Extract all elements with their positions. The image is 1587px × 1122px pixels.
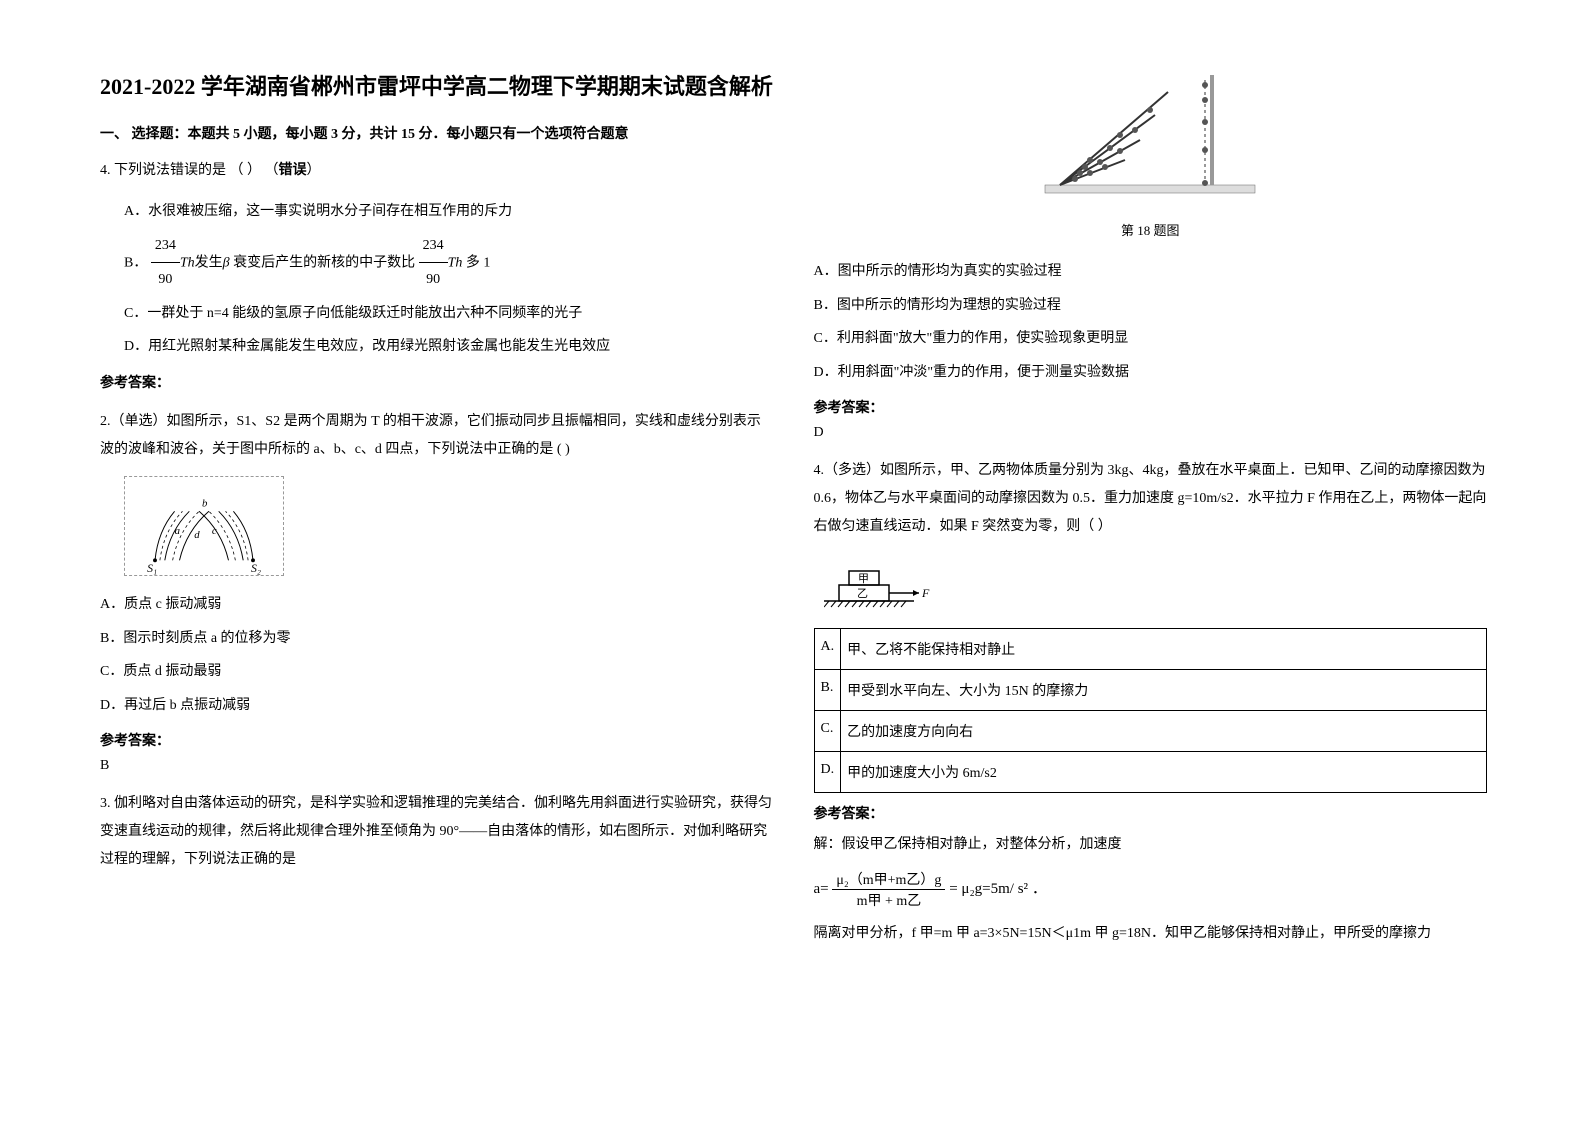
- q3-option-b: B．图中所示的情形均为理想的实验过程: [814, 289, 1488, 323]
- q2-label-s1: S₁: [147, 562, 157, 575]
- q1-answer-label: 参考答案：: [100, 372, 774, 392]
- q4-explain-2: 隔离对甲分析，f 甲=m 甲 a=3×5N=15N＜μ1m 甲 g=18N．知甲…: [814, 920, 1488, 948]
- th-fraction-2: 23490: [419, 229, 448, 297]
- table-row: C. 乙的加速度方向向右: [814, 711, 1487, 752]
- q4-force-label: F: [921, 586, 930, 600]
- exam-title: 2021-2022 学年湖南省郴州市雷坪中学高二物理下学期期末试题含解析: [100, 70, 774, 103]
- q3-figure-caption: 第 18 题图: [814, 220, 1488, 239]
- q1-stem: 4. 下列说法错误的是 （ ） （错误）: [100, 157, 774, 185]
- table-row: B. 甲受到水平向左、大小为 15N 的摩擦力: [814, 670, 1487, 711]
- q1-option-b: B． 23490Th发生β 衰变后产生的新核的中子数比 23490Th 多 1: [124, 229, 774, 297]
- q4-optB-letter: B.: [814, 670, 841, 711]
- q2-label-d: d: [194, 529, 200, 541]
- q4-optA-text: 甲、乙将不能保持相对静止: [841, 629, 1487, 670]
- q3-option-c: C．利用斜面"放大"重力的作用，使实验现象更明显: [814, 322, 1488, 356]
- q2-option-b: B．图示时刻质点 a 的位移为零: [100, 622, 774, 656]
- q2-figure: a b c d S₁ S₂: [124, 476, 284, 576]
- q4-formula-num: μ₂（m甲+m乙）g: [832, 869, 945, 890]
- q4-optC-text: 乙的加速度方向向右: [841, 711, 1487, 752]
- q4-formula-prefix: a=: [814, 881, 829, 897]
- q1-optb-prefix: B．: [124, 255, 147, 270]
- q4-block-bottom-label: 乙: [857, 587, 868, 600]
- q4-optD-text: 甲的加速度大小为 6m/s2: [841, 752, 1487, 793]
- q4-answer-label: 参考答案：: [814, 803, 1488, 823]
- q2-source-1: [153, 558, 157, 562]
- q3-option-d: D．利用斜面"冲淡"重力的作用，便于测量实验数据: [814, 356, 1488, 390]
- q1-optb-suffix: 衰变后产生的新核的中子数比: [233, 255, 419, 270]
- q4-formula-period: ．: [1032, 881, 1047, 897]
- q2-label-a: a: [175, 525, 180, 537]
- q1-option-c: C．一群处于 n=4 能级的氢原子向低能级跃迁时能放出六种不同频率的光子: [124, 297, 774, 331]
- q4-formula-fraction: μ₂（m甲+m乙）g m甲 + m乙: [832, 869, 945, 910]
- q1-optb-main: 发生: [195, 255, 223, 270]
- table-row: D. 甲的加速度大小为 6m/s2: [814, 752, 1487, 793]
- q4-formula-den: m甲 + m乙: [832, 890, 945, 910]
- left-column: 2021-2022 学年湖南省郴州市雷坪中学高二物理下学期期末试题含解析 一、 …: [80, 70, 794, 1082]
- q2-wave-diagram: a b c d S₁ S₂: [125, 477, 283, 575]
- th-fraction-1: 23490: [151, 229, 180, 297]
- q1-stem-text: 4. 下列说法错误的是 （ ）: [100, 163, 261, 178]
- q4-explain-1: 解：假设甲乙保持相对静止，对整体分析，加速度: [814, 831, 1488, 859]
- q2-answer-label: 参考答案：: [100, 730, 774, 750]
- q4-optC-letter: C.: [814, 711, 841, 752]
- q4-options-table: A. 甲、乙将不能保持相对静止 B. 甲受到水平向左、大小为 15N 的摩擦力 …: [814, 628, 1488, 793]
- q4-formula-eq: = μ₂g=5m/ s²: [949, 881, 1028, 897]
- q2-option-d: D．再过后 b 点振动减弱: [100, 689, 774, 723]
- q4-formula: a= μ₂（m甲+m乙）g m甲 + m乙 = μ₂g=5m/ s² ．: [814, 869, 1488, 910]
- q1-optb-end: 多 1: [466, 255, 491, 270]
- q2-option-c: C．质点 d 振动最弱: [100, 655, 774, 689]
- table-row: A. 甲、乙将不能保持相对静止: [814, 629, 1487, 670]
- q4-optB-text: 甲受到水平向左、大小为 15N 的摩擦力: [841, 670, 1487, 711]
- q1-option-d: D．用红光照射某种金属能发生电效应，改用绿光照射该金属也能发生光电效应: [124, 330, 774, 364]
- q3-stem: 3. 伽利略对自由落体运动的研究，是科学实验和逻辑推理的完美结合．伽利略先用斜面…: [100, 790, 774, 874]
- q3-answer-label: 参考答案：: [814, 397, 1488, 417]
- q1-option-a: A．水很难被压缩，这一事实说明水分子间存在相互作用的斥力: [124, 195, 774, 229]
- q2-stem: 2.（单选）如图所示，S1、S2 是两个周期为 T 的相干波源，它们振动同步且振…: [100, 408, 774, 464]
- q3-galileo-figure: [1040, 70, 1260, 210]
- q3-option-a: A．图中所示的情形均为真实的实验过程: [814, 255, 1488, 289]
- q2-answer: B: [100, 758, 774, 774]
- q4-stem: 4.（多选）如图所示，甲、乙两物体质量分别为 3kg、4kg，叠放在水平桌面上．…: [814, 457, 1488, 541]
- q4-block-top-label: 甲: [858, 573, 869, 585]
- q2-label-b: b: [202, 497, 208, 509]
- q4-optD-letter: D.: [814, 752, 841, 793]
- q4-optA-letter: A.: [814, 629, 841, 670]
- q2-source-2: [251, 558, 255, 562]
- q4-blocks-figure: 乙 甲 F: [824, 559, 934, 609]
- section-1-header: 一、 选择题：本题共 5 小题，每小题 3 分，共计 15 分．每小题只有一个选…: [100, 123, 774, 143]
- q2-label-c: c: [212, 525, 217, 537]
- q3-answer: D: [814, 425, 1488, 441]
- q2-label-s2: S₂: [251, 562, 261, 575]
- q2-option-a: A．质点 c 振动减弱: [100, 588, 774, 622]
- right-column: 第 18 题图 A．图中所示的情形均为真实的实验过程 B．图中所示的情形均为理想…: [794, 70, 1508, 1082]
